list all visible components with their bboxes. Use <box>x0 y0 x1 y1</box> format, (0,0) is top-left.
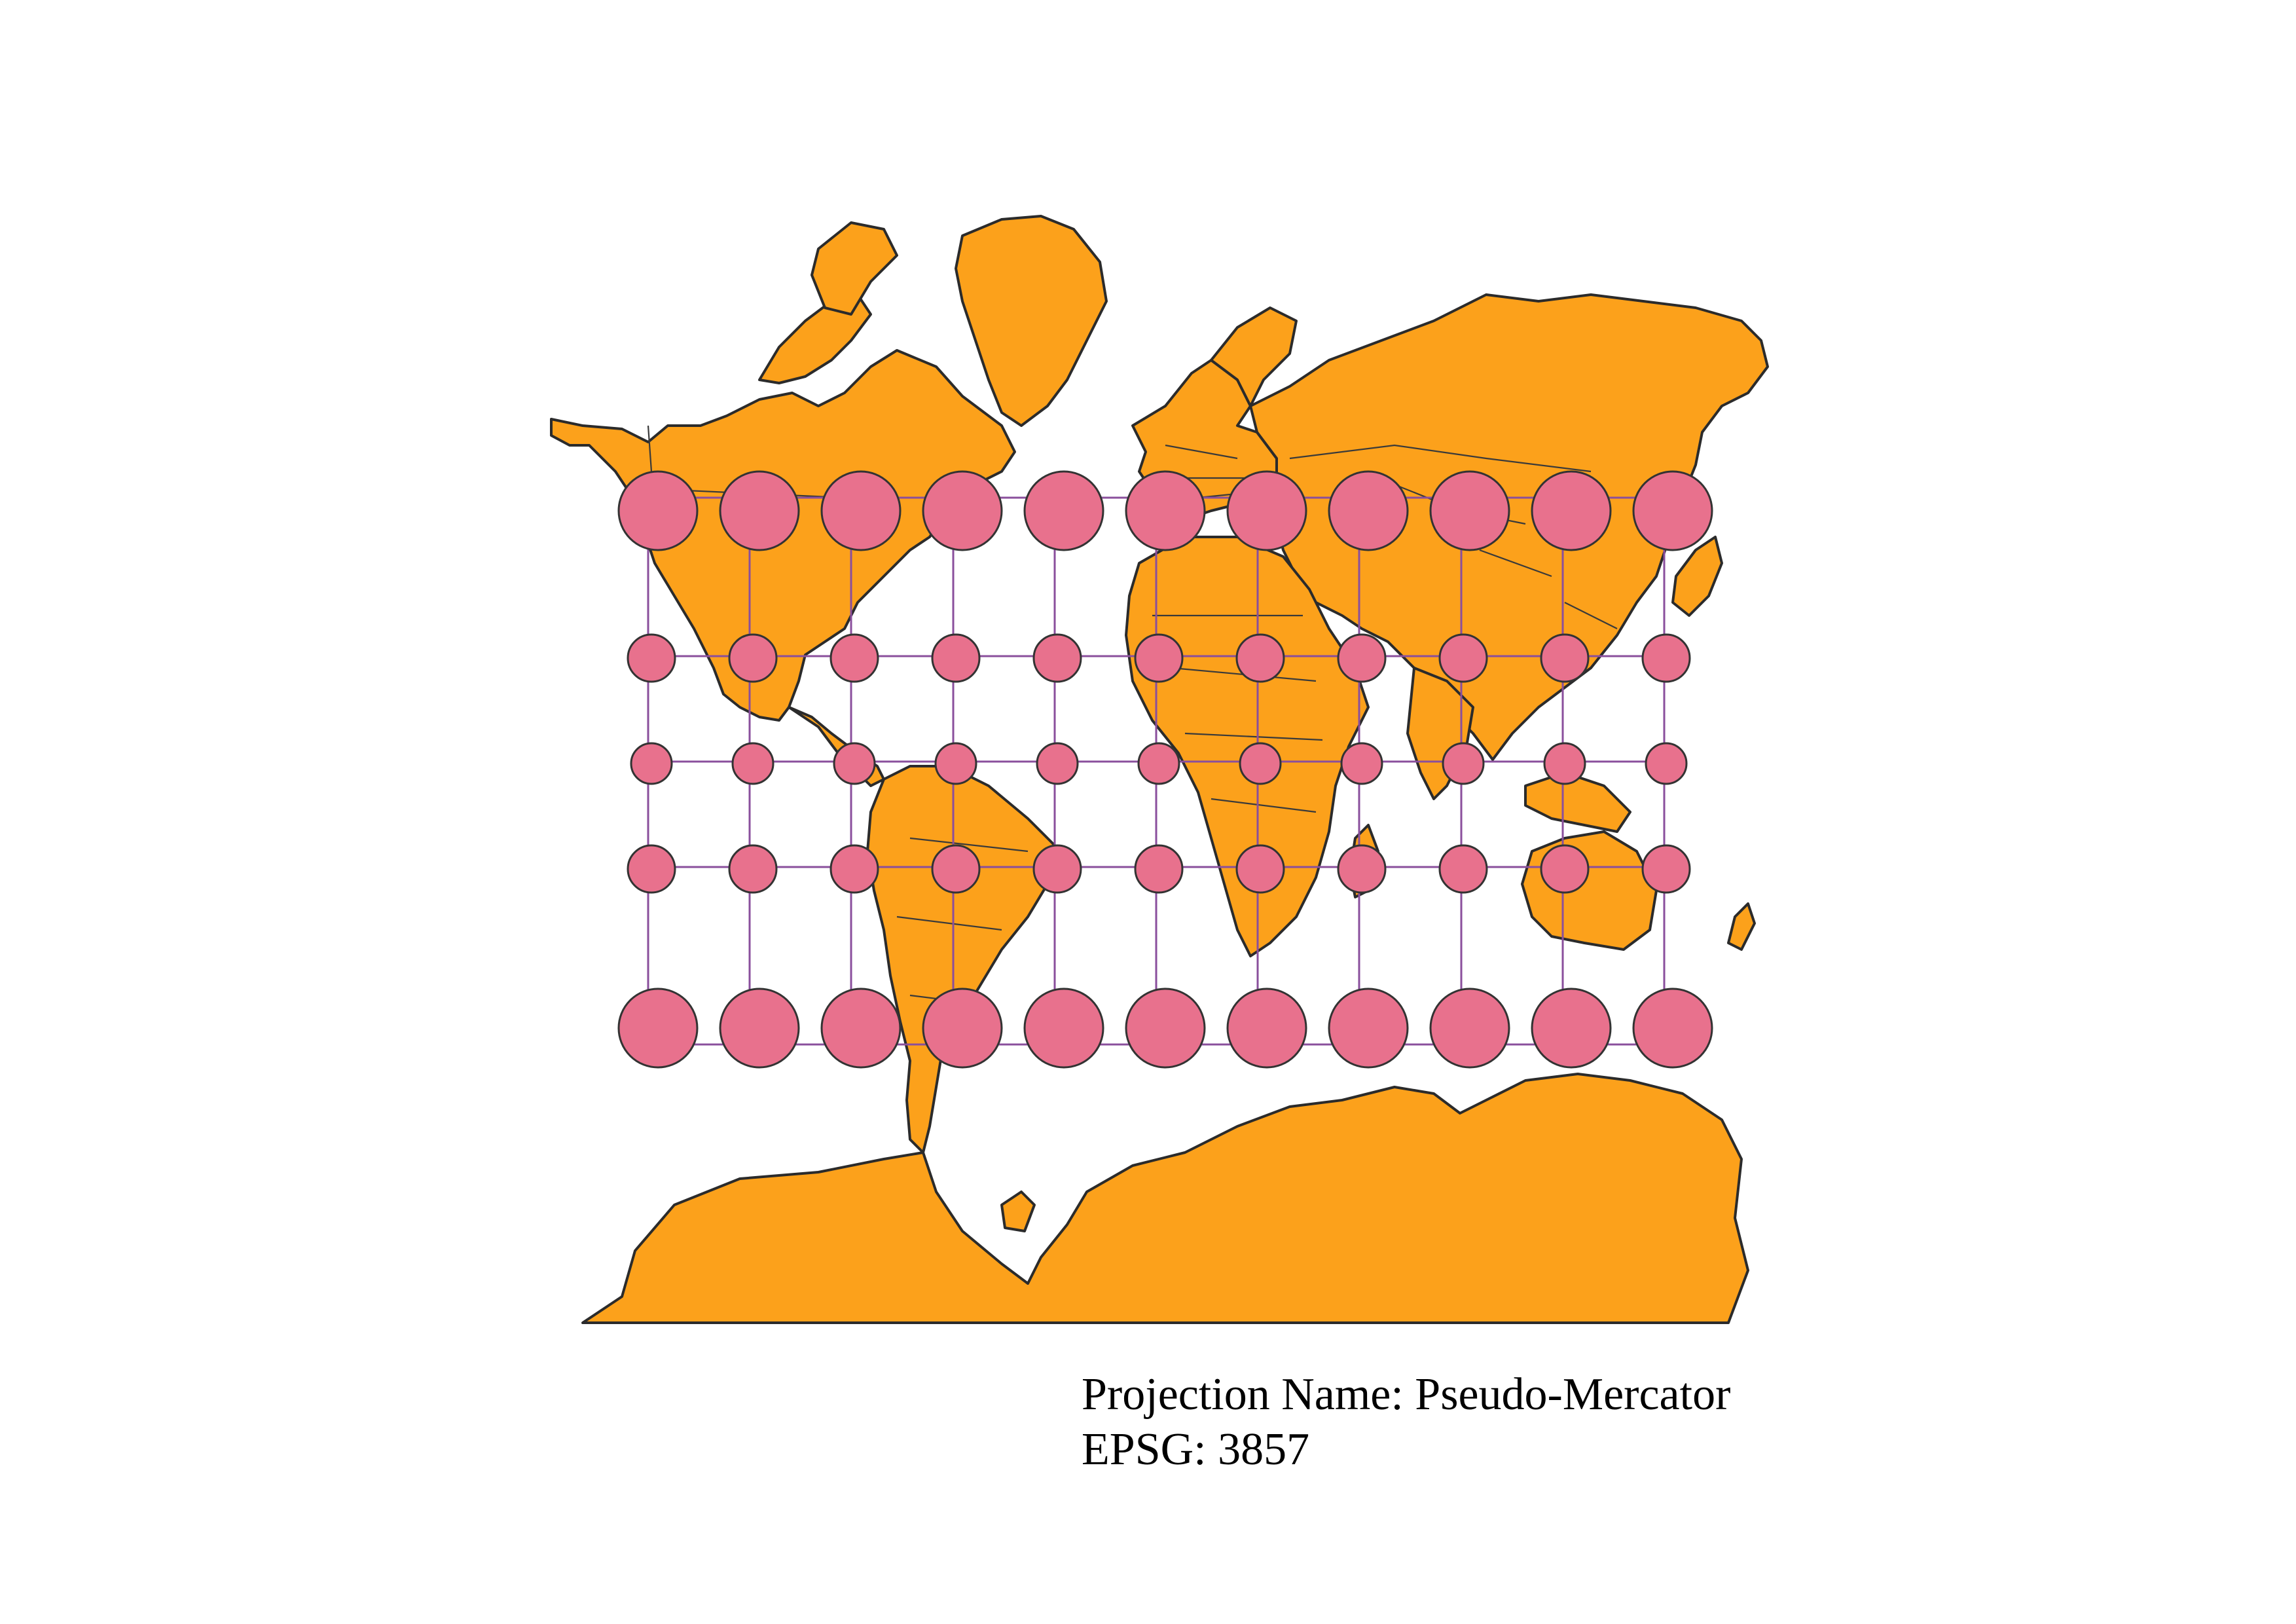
indicatrix <box>1531 470 1612 551</box>
indicatrix <box>1032 633 1082 683</box>
indicatrix <box>1340 742 1383 785</box>
indicatrix <box>1226 987 1307 1069</box>
indicatrix <box>1632 987 1713 1069</box>
indicatrix <box>1645 742 1688 785</box>
indicatrix <box>820 470 902 551</box>
epsg-label: EPSG: 3857 <box>1082 1424 1310 1475</box>
world-map <box>543 210 1774 1329</box>
projection-caption: Projection Name: Pseudo-Mercator EPSG: 3… <box>1082 1367 1730 1477</box>
africa <box>1125 536 1370 957</box>
antarctica <box>581 1073 1749 1324</box>
indicatrix <box>1641 633 1691 683</box>
indicatrix <box>829 844 879 894</box>
indicatrix <box>731 742 774 785</box>
indicatrix <box>833 742 876 785</box>
indicatrix <box>1235 844 1285 894</box>
indicatrix <box>931 844 981 894</box>
arctic-archipelago <box>758 293 872 384</box>
indicatrix <box>1543 742 1586 785</box>
indicatrix <box>1226 470 1307 551</box>
indicatrix <box>1328 987 1409 1069</box>
indicatrix <box>1442 742 1485 785</box>
indicatrix <box>617 470 699 551</box>
indicatrix <box>1337 844 1387 894</box>
indicatrix <box>1023 987 1104 1069</box>
indicatrix <box>1239 742 1282 785</box>
indicatrix <box>922 987 1003 1069</box>
indicatrix <box>627 844 676 894</box>
indicatrix <box>728 633 778 683</box>
indicatrix <box>1540 633 1590 683</box>
south-america <box>866 765 1055 1154</box>
indicatrix <box>931 633 981 683</box>
indicatrix <box>1429 987 1510 1069</box>
indicatrix <box>1540 844 1590 894</box>
indicatrix <box>1531 987 1612 1069</box>
indicatrix <box>1125 470 1206 551</box>
indicatrix <box>820 987 902 1069</box>
indicatrix <box>1032 844 1082 894</box>
indicatrix <box>719 987 800 1069</box>
indicatrix <box>1134 844 1184 894</box>
indicatrix <box>1134 633 1184 683</box>
indicatrix <box>1641 844 1691 894</box>
tissot-indicatrices <box>617 470 1713 1069</box>
indicatrix <box>1328 470 1409 551</box>
indicatrix <box>1137 742 1180 785</box>
japan <box>1671 536 1723 617</box>
indicatrix <box>728 844 778 894</box>
new-zealand <box>1727 902 1756 951</box>
map-canvas <box>550 215 1769 1324</box>
indicatrix <box>1036 742 1079 785</box>
indicatrix <box>617 987 699 1069</box>
greenland <box>955 215 1108 427</box>
indicatrix <box>1438 633 1488 683</box>
indicatrix <box>829 633 879 683</box>
scandinavia <box>1210 306 1298 407</box>
indicatrix <box>1438 844 1488 894</box>
indicatrix <box>1235 633 1285 683</box>
baffin-island <box>811 221 898 316</box>
indicatrix <box>627 633 676 683</box>
southeast-asia-islands <box>1524 771 1631 833</box>
antarctic-islands <box>1000 1190 1036 1232</box>
indicatrix <box>719 470 800 551</box>
projection-name-label: Projection Name: Pseudo-Mercator <box>1082 1369 1731 1420</box>
australia <box>1521 830 1658 951</box>
indicatrix <box>630 742 673 785</box>
indicatrix <box>922 470 1003 551</box>
indicatrix <box>1429 470 1510 551</box>
indicatrix <box>1337 633 1387 683</box>
indicatrix <box>934 742 977 785</box>
indicatrix <box>1125 987 1206 1069</box>
indicatrix <box>1632 470 1713 551</box>
indicatrix <box>1023 470 1104 551</box>
